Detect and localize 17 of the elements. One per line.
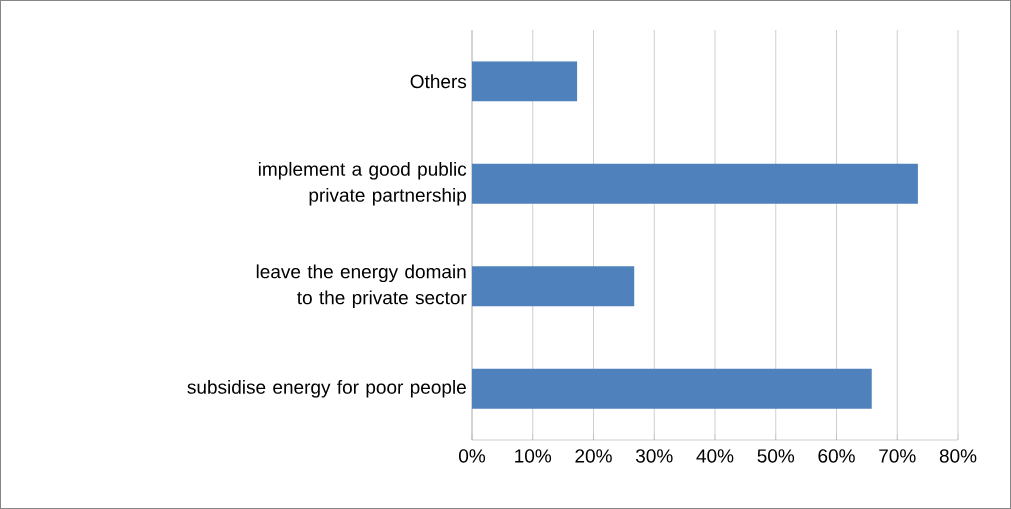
x-tick-label: 80% (939, 449, 977, 463)
x-tick-label: 60% (818, 449, 855, 463)
y-tick-label: leave the energy domain to the private sector (256, 264, 467, 309)
bar (472, 61, 578, 102)
bar (472, 163, 918, 204)
bar (472, 368, 872, 409)
y-tick-label: implement a good public private partnership (258, 161, 467, 206)
y-tick-label: subsidise energy for poor people (187, 379, 466, 398)
x-tick-label: 30% (635, 449, 673, 463)
x-tick-label: 40% (696, 449, 734, 463)
x-tick-label: 70% (879, 449, 916, 463)
x-tick-label: 10% (515, 449, 552, 463)
x-tick-label: 20% (575, 449, 612, 463)
x-tick-label: 50% (757, 449, 795, 463)
bar (472, 266, 635, 307)
x-tick-label: 0% (459, 449, 486, 463)
y-tick-label: Others (410, 74, 467, 89)
